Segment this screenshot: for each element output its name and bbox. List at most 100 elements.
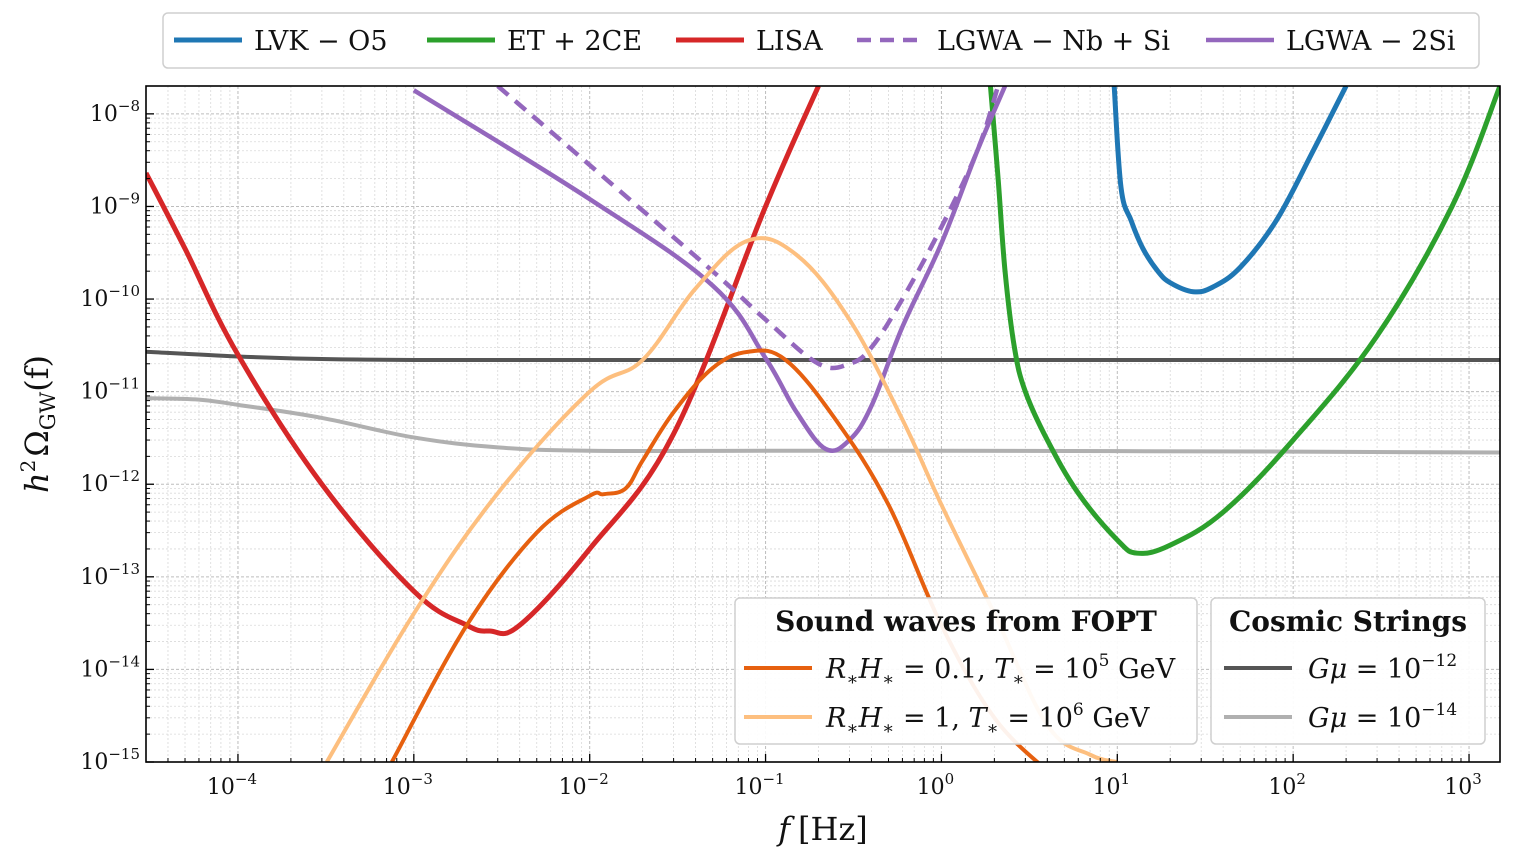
legend-label-et: ET + 2CE xyxy=(507,26,642,57)
legend-cosmic-strings-title: Cosmic Strings xyxy=(1229,605,1467,638)
legend-fopt-part: ∗ xyxy=(1012,669,1024,690)
legend-detectors: LVK − O5 ET + 2CE LISA LGWA − Nb + Si LGWA −… xyxy=(162,12,1480,69)
legend-cosmic-strings-box xyxy=(1210,597,1486,745)
legend-fopt-part: ∗ xyxy=(882,669,894,690)
legend-fopt-part: R xyxy=(825,703,846,734)
y-tick-label: 10−15 xyxy=(80,745,140,775)
x-tick-label: 101 xyxy=(1093,770,1131,800)
y-tick-label: 10−10 xyxy=(80,282,140,312)
legend-label-fopt2: R∗H∗ = 1, T∗ = 106 GeV xyxy=(825,700,1150,739)
y-axis-label-sub: GW xyxy=(36,391,60,430)
legend-fopt-part: ∗ xyxy=(846,669,858,690)
x-tick-label-base: 10 xyxy=(734,775,762,800)
series-line-lvk xyxy=(1111,86,1349,295)
x-tick-label-exp: −1 xyxy=(762,770,784,788)
legend-cs-lhs: Gμ xyxy=(1308,703,1347,734)
x-tick-label-exp: −3 xyxy=(411,770,433,788)
legend-fopt-part: = 10 xyxy=(1025,654,1099,685)
y-tick-label-base: 10 xyxy=(80,750,108,775)
tick-marks xyxy=(145,113,1470,763)
legend-label-lisa: LISA xyxy=(756,26,823,57)
y-tick-label-exp: −11 xyxy=(108,375,140,393)
series-line-lisa xyxy=(146,86,821,637)
legend-fopt-part: GeV xyxy=(1110,654,1176,685)
legend-label-fopt1: R∗H∗ = 0.1, T∗ = 105 GeV xyxy=(825,651,1176,690)
series-line-lgwa_2si xyxy=(412,86,1008,454)
x-tick-label-exp: 2 xyxy=(1296,770,1306,788)
legend-label-lgwa_2si: LGWA − 2Si xyxy=(1286,26,1456,57)
legend-fopt-part: H xyxy=(858,703,883,734)
x-tick-labels: 10−4 10−3 10−2 10−1 100 101 102 103 xyxy=(207,770,1482,800)
plot-frame xyxy=(145,85,1501,763)
x-tick-label: 10−3 xyxy=(383,770,433,800)
x-axis-label-unit: [Hz] xyxy=(798,810,868,848)
series-line-lgwa_nbsi xyxy=(496,86,1001,371)
y-axis-label: h2 ΩGW(f) xyxy=(16,355,60,493)
legend-label-cs12: Gμ = 10−12 xyxy=(1308,651,1457,685)
legend-fopt: Sound waves from FOPT R∗H∗ = 0.1, T∗ = 1… xyxy=(734,597,1198,745)
legend-fopt-part: T xyxy=(969,703,989,734)
y-axis-label-args: (f) xyxy=(18,355,56,392)
y-tick-label-exp: −13 xyxy=(108,560,140,578)
x-tick-label-base: 10 xyxy=(383,775,411,800)
legend-cs-exp: −12 xyxy=(1421,651,1457,671)
legend-fopt-part: R xyxy=(825,654,846,685)
x-tick-label-exp: 0 xyxy=(945,770,955,788)
y-tick-label-exp: −8 xyxy=(118,97,140,115)
legend-fopt-title: Sound waves from FOPT xyxy=(775,605,1157,638)
x-axis-label: f [Hz] xyxy=(776,810,868,848)
legend-fopt-part: 5 xyxy=(1099,651,1110,671)
x-tick-label-base: 10 xyxy=(1444,775,1472,800)
legend-label-lgwa_nbsi: LGWA − Nb + Si xyxy=(937,26,1170,57)
series-line-cs14 xyxy=(146,396,1500,455)
y-tick-label-base: 10 xyxy=(80,380,108,405)
y-tick-label-exp: −12 xyxy=(108,467,140,485)
legend-fopt-part: = 10 xyxy=(999,703,1073,734)
x-tick-label-base: 10 xyxy=(917,775,945,800)
y-tick-label-exp: −10 xyxy=(108,282,140,300)
legend-detectors-box xyxy=(162,12,1480,69)
legend-fopt-part: GeV xyxy=(1084,703,1150,734)
y-tick-label: 10−13 xyxy=(80,560,140,590)
x-tick-label-exp: −4 xyxy=(235,770,257,788)
legend-label-lvk: LVK − O5 xyxy=(254,26,388,57)
legend-fopt-part: T xyxy=(994,654,1014,685)
series-line-fopt1 xyxy=(390,348,1041,762)
y-tick-label: 10−14 xyxy=(80,652,140,682)
y-tick-label-base: 10 xyxy=(80,565,108,590)
x-tick-label-base: 10 xyxy=(559,775,587,800)
legend-cs-eq: = 10 xyxy=(1347,703,1421,734)
x-axis-label-var: f xyxy=(776,810,795,848)
legend-fopt-part: ∗ xyxy=(882,718,894,739)
series-line-et xyxy=(987,86,1500,556)
legend-fopt-part: ∗ xyxy=(846,718,858,739)
series-line-cs12 xyxy=(146,349,1500,363)
y-tick-label-base: 10 xyxy=(80,287,108,312)
y-tick-label-base: 10 xyxy=(80,472,108,497)
x-tick-label: 102 xyxy=(1268,770,1306,800)
legend-fopt-part: = 1, xyxy=(894,703,968,734)
y-axis-label-omega: Ω xyxy=(18,430,56,457)
y-tick-label-exp: −15 xyxy=(108,745,140,763)
y-tick-label-exp: −14 xyxy=(108,652,140,670)
y-tick-label-base: 10 xyxy=(90,194,118,219)
y-tick-label: 10−12 xyxy=(80,467,140,497)
legend-fopt-part: = 0.1, xyxy=(894,654,994,685)
y-tick-label-exp: −9 xyxy=(118,189,140,207)
legend-fopt-part: 6 xyxy=(1073,700,1084,720)
y-axis-label-hexp: 2 xyxy=(16,460,40,473)
y-tick-label: 10−8 xyxy=(90,97,140,127)
y-tick-label: 10−9 xyxy=(90,189,140,219)
minor-gridlines xyxy=(145,86,1500,762)
x-tick-label-base: 10 xyxy=(1268,775,1296,800)
y-axis-label-h: h xyxy=(18,472,56,493)
legend-fopt-part: ∗ xyxy=(987,718,999,739)
x-tick-label-exp: 1 xyxy=(1121,770,1131,788)
x-tick-label: 103 xyxy=(1444,770,1482,800)
x-tick-label-exp: −2 xyxy=(587,770,609,788)
x-tick-label: 10−2 xyxy=(559,770,609,800)
legend-fopt-part: H xyxy=(858,654,883,685)
legend-fopt-box xyxy=(734,597,1198,745)
